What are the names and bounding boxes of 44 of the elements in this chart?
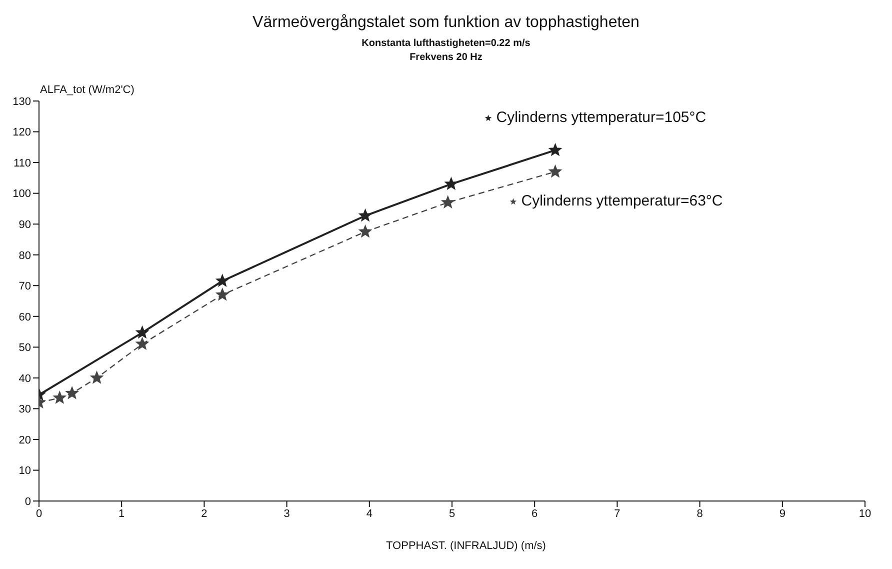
y-tick-label: 60: [18, 311, 31, 324]
y-tick-label: 40: [18, 372, 31, 385]
legend-label: Cylinderns yttemperatur=63°C: [521, 192, 723, 210]
x-tick-label: 10: [858, 508, 872, 520]
chart-subtitle: Konstanta lufthastigheten=0.22 m/s Frekvens 20 Hz: [360, 38, 532, 63]
y-tick-label: 30: [18, 404, 31, 416]
y-tick-label: 100: [12, 188, 31, 200]
y-axis-title: ALFA_tot (W/m2'C): [40, 84, 134, 96]
chart-title: Värmeövergångstalet som funktion av topphastigheten: [252, 14, 640, 32]
x-axis-title: TOPPHAST. (INFRALJUD) (m/s): [385, 540, 547, 552]
point: [359, 225, 372, 238]
point: [549, 165, 562, 178]
point: [549, 144, 562, 156]
x-tick-label: 1: [118, 508, 125, 520]
y-tick-label: 50: [18, 342, 31, 354]
point: [53, 391, 66, 404]
point: [359, 209, 372, 222]
point: [444, 178, 458, 190]
x-tick-label: 9: [779, 508, 786, 520]
x-tick-label: 8: [696, 508, 703, 520]
y-tick-label: 10: [18, 465, 31, 478]
y-tick-label: 110: [13, 157, 31, 170]
point: [90, 371, 104, 384]
point: [136, 338, 148, 350]
x-tick-label: 4: [366, 508, 372, 520]
point: [66, 386, 78, 399]
point: [442, 196, 454, 208]
y-tick-label: 0: [24, 496, 31, 508]
y-tick-label: 20: [18, 434, 31, 446]
point: [216, 288, 229, 300]
x-tick-label: 5: [448, 508, 456, 520]
y-tick-label: 80: [18, 250, 31, 262]
point: [216, 274, 229, 286]
x-tick-label: 2: [201, 508, 208, 520]
x-tick-label: 6: [532, 508, 538, 520]
x-tick-label: 0: [36, 508, 42, 520]
y-tick-label: 70: [18, 280, 31, 293]
x-tick-label: 7: [614, 508, 620, 520]
y-tick-label: 120: [12, 126, 31, 139]
point: [136, 326, 148, 338]
y-tick-label: 90: [18, 218, 31, 231]
y-tick-label: 130: [12, 96, 31, 108]
x-tick-label: 3: [284, 508, 290, 520]
legend-label: Cylinderns yttemperatur=105°C: [496, 109, 706, 126]
